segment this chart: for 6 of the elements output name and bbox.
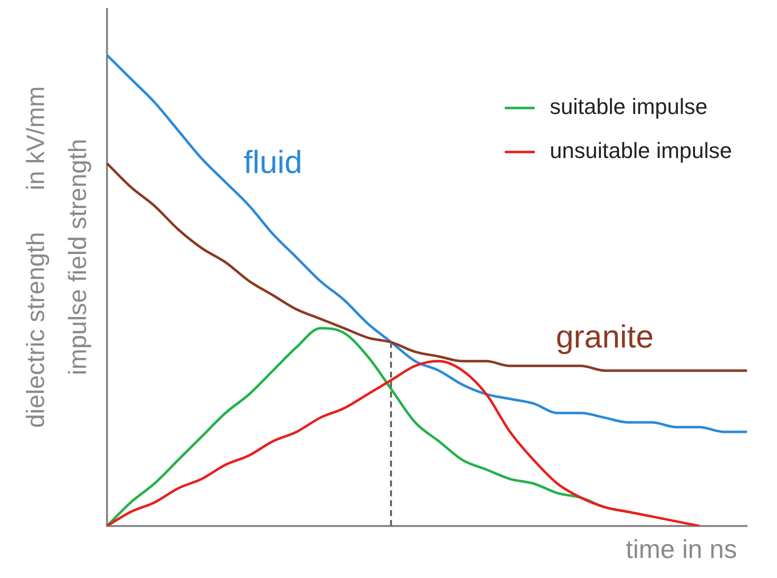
y-axis-title: dielectric strength in kV/mm impulse field strength [22,86,92,428]
series-label: granite [556,318,654,354]
x-axis-title: time in ns [626,534,737,564]
legend-label: unsuitable impulse [550,138,732,164]
series-label: fluid [244,144,302,180]
legend-label: suitable impulse [550,94,708,120]
